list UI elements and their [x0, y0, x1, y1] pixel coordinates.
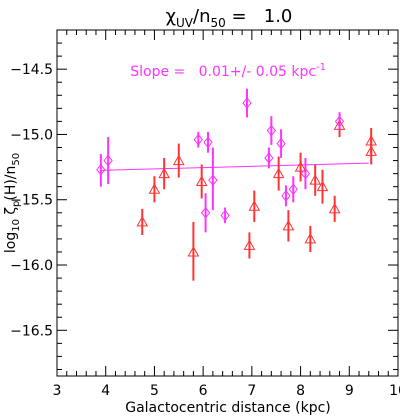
- y-tick-label: −16.5: [10, 323, 53, 339]
- triangle-marker: [272, 167, 285, 179]
- triangle-marker: [243, 239, 256, 250]
- diamond-marker: [276, 137, 286, 150]
- diamond-marker: [334, 115, 345, 128]
- triangle-marker: [248, 200, 261, 211]
- diamond-marker: [266, 124, 276, 137]
- diamond-marker: [203, 136, 213, 149]
- triangle-marker: [365, 134, 378, 146]
- triangle-marker: [187, 245, 200, 257]
- x-tick-label: 7: [247, 383, 256, 399]
- triangle-marker: [294, 161, 307, 172]
- triangle-marker: [148, 183, 161, 194]
- diamond-marker: [193, 133, 203, 146]
- diamond-marker: [103, 154, 113, 167]
- y-tick-label: −16.0: [10, 258, 53, 274]
- triangle-marker: [195, 175, 208, 186]
- x-tick-label: 6: [199, 383, 208, 399]
- y-tick-label: −15.5: [10, 193, 53, 209]
- triangle-marker: [365, 145, 378, 156]
- diamond-marker: [300, 167, 311, 180]
- diamond-marker: [242, 97, 252, 109]
- triangle-marker: [136, 215, 149, 227]
- triangle-marker: [316, 180, 329, 192]
- diamond-marker: [288, 183, 298, 196]
- slope-annotation: Slope = 0.01+/- 0.05 kpc-1: [108, 58, 339, 80]
- fit-line: [100, 162, 369, 171]
- triangle-marker: [304, 232, 317, 244]
- triangle-marker: [158, 167, 171, 179]
- plot-frame: [56, 29, 399, 377]
- triangle-marker: [282, 219, 295, 231]
- triangle-marker: [309, 174, 322, 185]
- diamond-marker: [220, 209, 230, 222]
- x-axis-label: Galactocentric distance (kpc): [125, 400, 331, 416]
- diamond-marker: [264, 152, 274, 164]
- y-axis-label: log10 ζp(H)/n50: [3, 153, 22, 253]
- x-tick-label: 8: [296, 383, 305, 399]
- x-tick-label: 3: [53, 383, 62, 399]
- y-tick-label: −14.5: [10, 62, 53, 78]
- diamond-marker: [281, 190, 291, 202]
- x-tick-label: 4: [101, 383, 110, 399]
- y-tick-label: −15.0: [10, 127, 53, 143]
- x-tick-label: 9: [345, 383, 354, 399]
- diamond-marker: [208, 174, 218, 186]
- diamond-marker: [96, 163, 106, 176]
- triangle-marker: [333, 119, 346, 130]
- diamond-marker: [200, 206, 211, 219]
- x-tick-label: 10: [389, 383, 400, 399]
- x-tick-label: 5: [150, 383, 159, 399]
- triangle-marker: [172, 154, 185, 166]
- triangle-marker: [328, 202, 341, 214]
- chart-title: χUV/n50 = 1.0: [166, 6, 293, 30]
